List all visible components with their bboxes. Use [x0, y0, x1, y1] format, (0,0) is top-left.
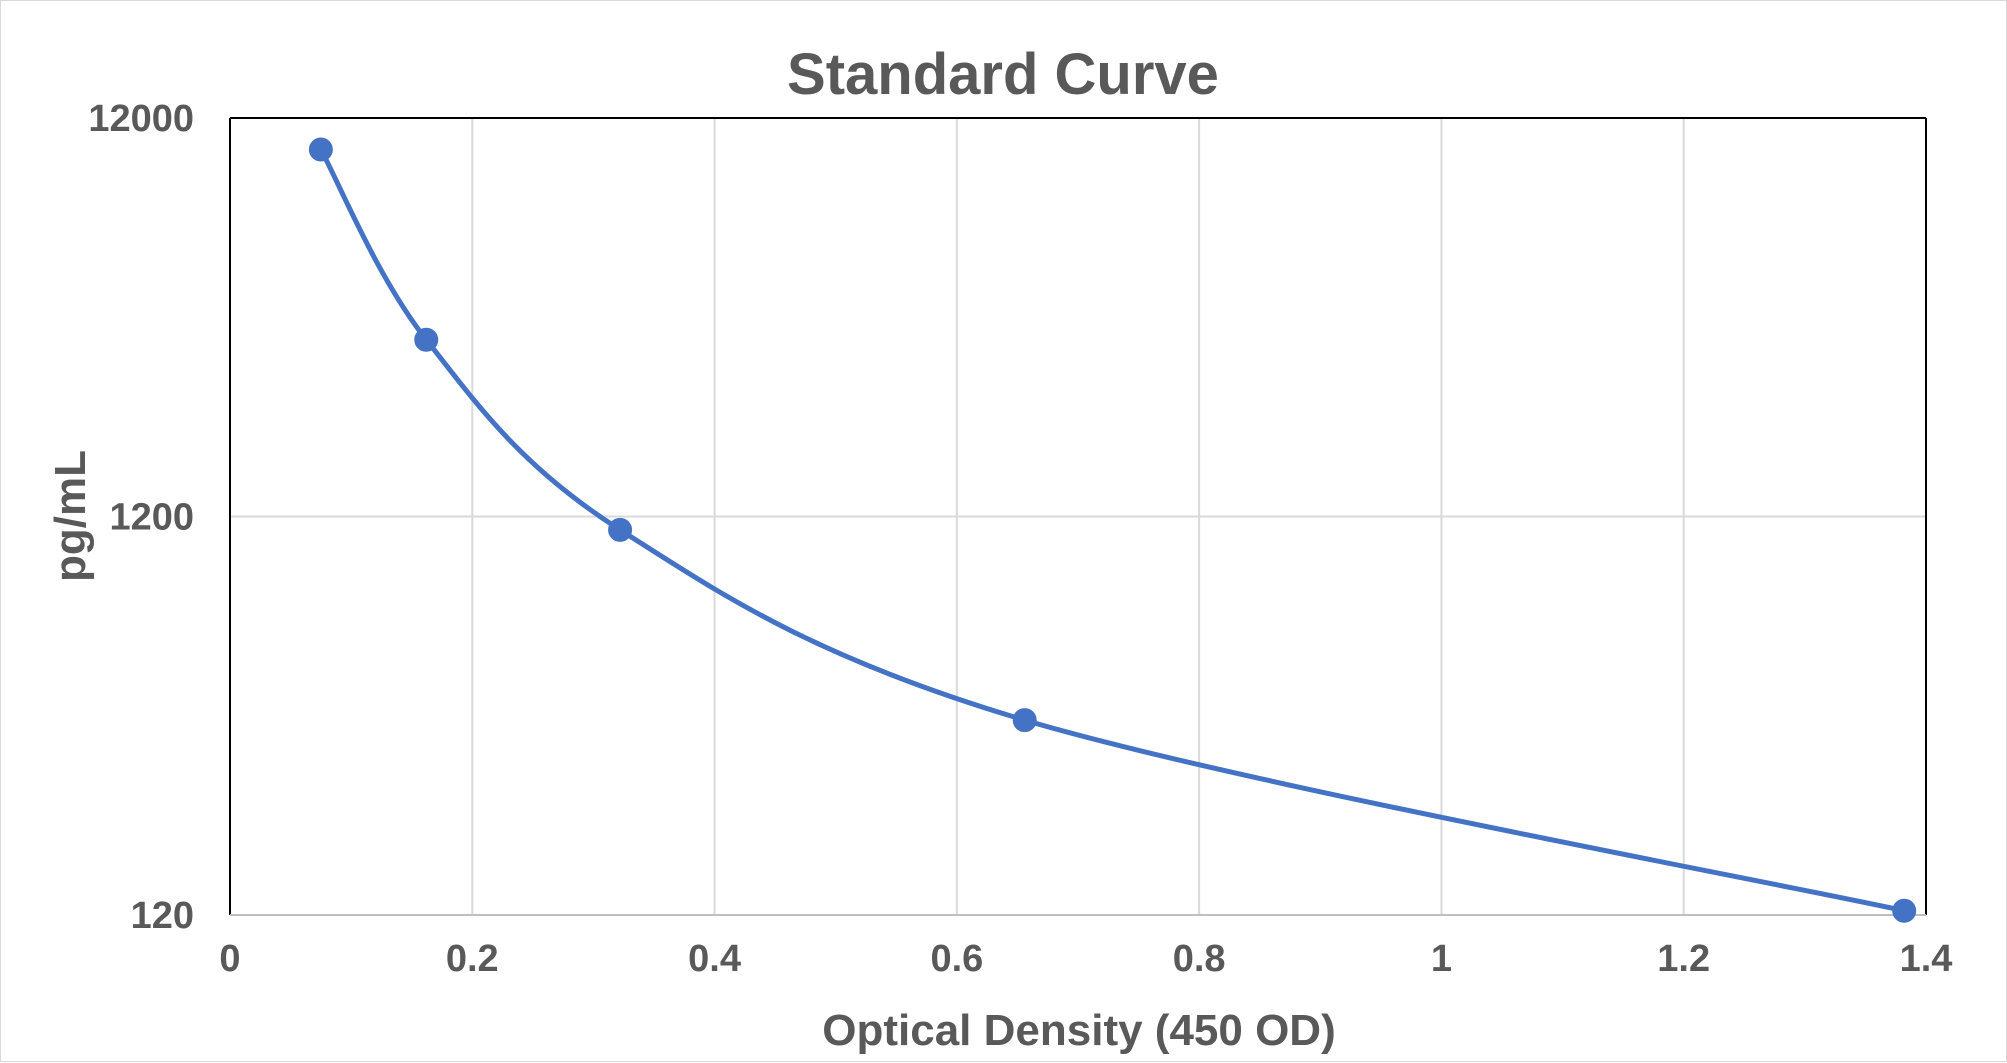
chart-title: Standard Curve [787, 42, 1219, 107]
series-line [318, 148, 1905, 914]
data-point [608, 517, 633, 542]
x-tick-label: 0 [219, 938, 240, 980]
grid-lines [230, 118, 1926, 915]
y-tick-label: 1200 [109, 497, 194, 539]
data-point [414, 327, 439, 352]
tick-labels: 0 0.2 0.4 0.6 0.8 1 1.2 1.4 120 1200 12000 [88, 98, 1952, 980]
data-point [308, 137, 333, 162]
data-point [1012, 708, 1037, 733]
y-tick-label: 12000 [88, 98, 194, 140]
series-layer [308, 137, 1917, 923]
x-tick-label: 1 [1431, 938, 1452, 980]
y-axis-label: pg/mL [46, 450, 95, 582]
x-tick-label: 1.4 [1900, 938, 1953, 980]
x-tick-label: 0.2 [446, 938, 499, 980]
axes [229, 117, 1927, 916]
x-tick-label: 0.4 [688, 938, 741, 980]
y-tick-label: 120 [131, 895, 194, 937]
x-tick-label: 0.8 [1173, 938, 1226, 980]
data-point [1892, 898, 1917, 923]
x-axis-label: Optical Density (450 OD) [822, 1006, 1335, 1055]
x-tick-label: 0.6 [930, 938, 983, 980]
x-tick-label: 1.2 [1657, 938, 1710, 980]
